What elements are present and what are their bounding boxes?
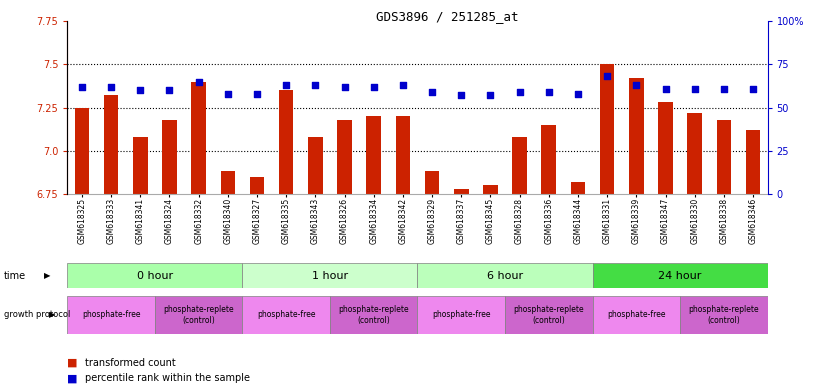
Bar: [483, 185, 498, 194]
Point: [630, 82, 643, 88]
Bar: [221, 172, 235, 194]
Bar: [337, 120, 352, 194]
Text: transformed count: transformed count: [85, 358, 177, 368]
Text: ▶: ▶: [49, 310, 56, 319]
Text: phosphate-replete
(control): phosphate-replete (control): [689, 305, 759, 324]
Bar: [67, 296, 155, 334]
Bar: [629, 78, 644, 194]
Bar: [512, 137, 527, 194]
Point: [338, 84, 351, 90]
Text: growth protocol: growth protocol: [4, 310, 71, 319]
Point: [250, 91, 264, 97]
Point: [76, 84, 89, 90]
Point: [104, 84, 117, 90]
Text: ■: ■: [67, 373, 78, 383]
Point: [571, 91, 585, 97]
Point: [513, 89, 526, 95]
Bar: [658, 103, 672, 194]
Point: [455, 92, 468, 98]
Bar: [103, 96, 118, 194]
Bar: [155, 296, 242, 334]
Bar: [250, 177, 264, 194]
Bar: [133, 137, 148, 194]
Bar: [717, 120, 732, 194]
Bar: [75, 108, 89, 194]
Point: [484, 92, 497, 98]
Point: [746, 86, 759, 92]
Bar: [242, 263, 418, 288]
Text: phosphate-replete
(control): phosphate-replete (control): [163, 305, 234, 324]
Text: percentile rank within the sample: percentile rank within the sample: [85, 373, 250, 383]
Bar: [600, 65, 614, 194]
Text: ▶: ▶: [44, 271, 51, 280]
Bar: [418, 263, 593, 288]
Bar: [593, 296, 680, 334]
Text: time: time: [4, 270, 26, 281]
Text: ■: ■: [67, 358, 78, 368]
Point: [397, 82, 410, 88]
Bar: [366, 116, 381, 194]
Point: [134, 87, 147, 93]
Bar: [242, 296, 330, 334]
Bar: [279, 90, 293, 194]
Text: GDS3896 / 251285_at: GDS3896 / 251285_at: [377, 10, 519, 23]
Text: phosphate-replete
(control): phosphate-replete (control): [513, 305, 584, 324]
Text: phosphate-free: phosphate-free: [82, 310, 140, 319]
Bar: [745, 130, 760, 194]
Bar: [191, 82, 206, 194]
Bar: [418, 296, 505, 334]
Point: [601, 73, 614, 79]
Bar: [67, 263, 242, 288]
Point: [367, 84, 380, 90]
Bar: [424, 172, 439, 194]
Point: [280, 82, 293, 88]
Point: [542, 89, 555, 95]
Point: [718, 86, 731, 92]
Text: phosphate-replete
(control): phosphate-replete (control): [338, 305, 409, 324]
Text: 0 hour: 0 hour: [137, 270, 173, 281]
Bar: [308, 137, 323, 194]
Point: [221, 91, 234, 97]
Point: [688, 86, 701, 92]
Bar: [687, 113, 702, 194]
Bar: [396, 116, 410, 194]
Point: [309, 82, 322, 88]
Text: phosphate-free: phosphate-free: [432, 310, 490, 319]
Bar: [454, 189, 469, 194]
Bar: [542, 125, 556, 194]
Point: [192, 79, 205, 85]
Text: phosphate-free: phosphate-free: [607, 310, 666, 319]
Bar: [593, 263, 768, 288]
Point: [425, 89, 438, 95]
Bar: [571, 182, 585, 194]
Bar: [163, 120, 177, 194]
Text: 1 hour: 1 hour: [312, 270, 348, 281]
Bar: [680, 296, 768, 334]
Point: [163, 87, 176, 93]
Bar: [505, 296, 593, 334]
Text: 6 hour: 6 hour: [487, 270, 523, 281]
Text: phosphate-free: phosphate-free: [257, 310, 315, 319]
Text: 24 hour: 24 hour: [658, 270, 702, 281]
Bar: [330, 296, 418, 334]
Point: [659, 86, 672, 92]
